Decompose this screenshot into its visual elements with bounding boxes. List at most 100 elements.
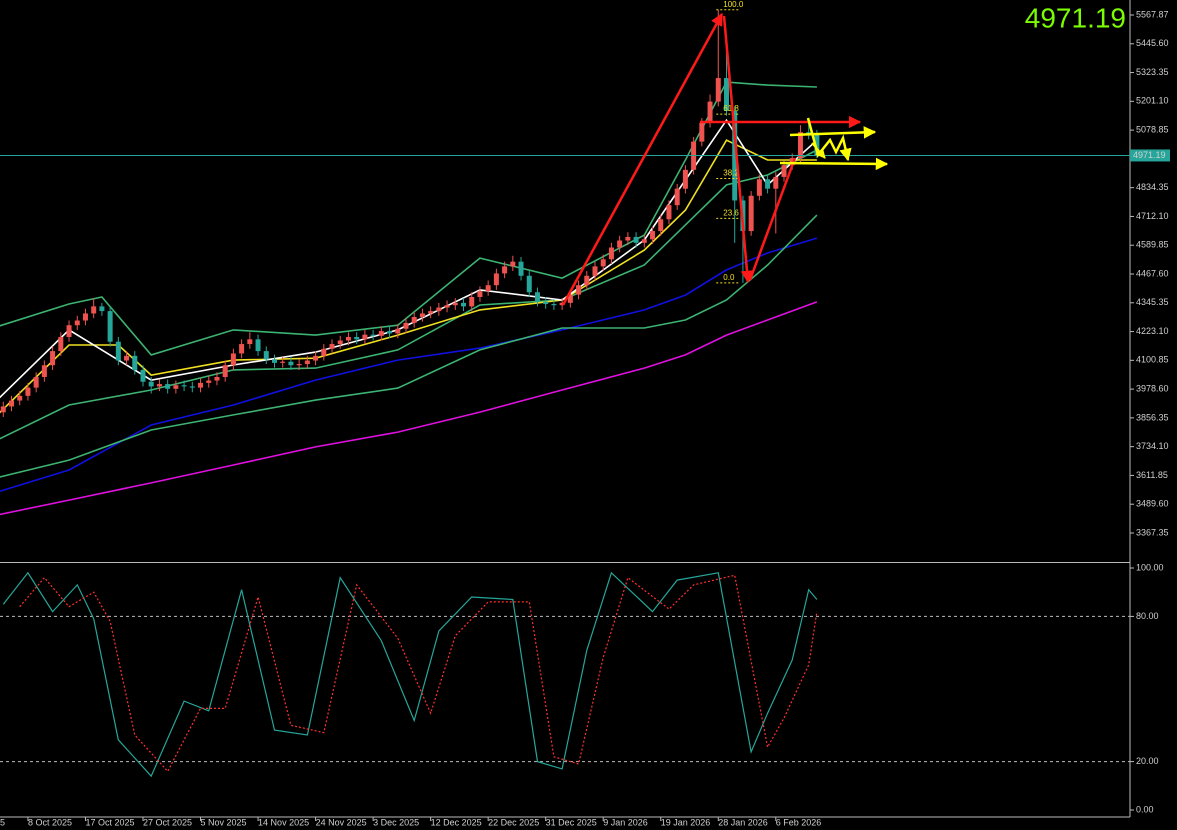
candle-body bbox=[329, 344, 335, 349]
candle-body bbox=[50, 351, 56, 366]
candle-body bbox=[222, 365, 228, 378]
candle-body bbox=[485, 285, 491, 292]
candle-body bbox=[633, 236, 639, 243]
candle-body bbox=[321, 348, 327, 356]
candle-body bbox=[452, 302, 458, 306]
y-tick-label: 4100.85 bbox=[1136, 355, 1169, 365]
candle-body bbox=[411, 316, 417, 323]
candle-body bbox=[91, 306, 97, 314]
y-tick-label: 4712.10 bbox=[1136, 211, 1169, 221]
x-tick-label: 28 Jan 2026 bbox=[718, 817, 768, 827]
candle-body bbox=[74, 320, 80, 326]
y-tick-label: 4223.10 bbox=[1136, 326, 1169, 336]
candle-body bbox=[551, 304, 557, 306]
projection-arrow bbox=[811, 142, 826, 159]
y-tick-label: 20.00 bbox=[1136, 756, 1159, 766]
candle-body bbox=[493, 273, 499, 286]
y-tick-label: 0.00 bbox=[1136, 804, 1154, 814]
stochastic-line bbox=[2, 571, 818, 778]
candle-body bbox=[699, 122, 705, 142]
candle-body bbox=[403, 322, 409, 329]
candle-body bbox=[715, 78, 721, 102]
trend-arrow bbox=[561, 12, 724, 306]
candle-body bbox=[419, 313, 425, 317]
indicator-line bbox=[0, 301, 818, 516]
x-tick-label: 19 Jan 2026 bbox=[661, 817, 711, 827]
candle-body bbox=[666, 205, 672, 220]
candle-body bbox=[789, 158, 795, 166]
x-tick-label: 9 Jan 2026 bbox=[603, 817, 648, 827]
candle-body bbox=[230, 353, 236, 366]
x-tick-label: 8 Oct 2025 bbox=[28, 817, 72, 827]
candle-body bbox=[526, 275, 532, 293]
candle-body bbox=[543, 301, 549, 305]
y-tick-label: 4345.35 bbox=[1136, 297, 1169, 307]
y-tick-label: 3978.60 bbox=[1136, 383, 1169, 393]
candle-body bbox=[271, 359, 277, 363]
candle-body bbox=[625, 236, 631, 241]
candle-body bbox=[156, 384, 162, 387]
candle-body bbox=[304, 360, 310, 365]
x-tick-label: 14 Nov 2025 bbox=[258, 817, 309, 827]
candle-body bbox=[608, 247, 614, 260]
indicator-line bbox=[0, 139, 817, 414]
candle-body bbox=[444, 305, 450, 308]
y-tick-label: 4834.35 bbox=[1136, 182, 1169, 192]
candle-body bbox=[370, 334, 376, 336]
candle-body bbox=[748, 195, 754, 232]
y-tick-label: 5445.60 bbox=[1136, 38, 1169, 48]
candle-body bbox=[756, 179, 762, 196]
candle-body bbox=[115, 341, 121, 361]
price-tag bbox=[1130, 149, 1170, 162]
y-tick-label: 3367.35 bbox=[1136, 527, 1169, 537]
projection-arrow bbox=[789, 126, 877, 139]
candle-body bbox=[765, 179, 771, 189]
x-tick-label: 27 Oct 2025 bbox=[143, 817, 192, 827]
candle-body bbox=[99, 306, 105, 312]
y-tick-label: 4467.60 bbox=[1136, 268, 1169, 278]
y-tick-label: 4589.85 bbox=[1136, 240, 1169, 250]
candle-body bbox=[0, 406, 6, 413]
candle-body bbox=[148, 381, 154, 387]
candle-body bbox=[58, 336, 64, 352]
stochastic-line bbox=[19, 574, 818, 773]
candle-body bbox=[814, 134, 820, 156]
x-tick-label: 5 Nov 2025 bbox=[201, 817, 247, 827]
x-tick-label: 17 Oct 2025 bbox=[85, 817, 134, 827]
y-tick-label: 100.00 bbox=[1136, 562, 1164, 572]
y-tick-label: 3734.10 bbox=[1136, 441, 1169, 451]
candle-body bbox=[781, 165, 787, 177]
y-tick-label: 3489.60 bbox=[1136, 499, 1169, 509]
candle-body bbox=[682, 169, 688, 189]
trend-arrow bbox=[722, 15, 754, 284]
candle-body bbox=[173, 385, 179, 389]
x-tick-label: 24 Nov 2025 bbox=[316, 817, 367, 827]
candle-body bbox=[510, 261, 516, 267]
x-tick-label: 6 Feb 2026 bbox=[776, 817, 822, 827]
fib-label: 23.6 bbox=[723, 209, 739, 218]
trend-line bbox=[748, 157, 797, 281]
x-tick-label: 31 Dec 2025 bbox=[546, 817, 597, 827]
y-tick-label: 3611.85 bbox=[1136, 470, 1168, 480]
x-tick-label: 29 Sep 2025 bbox=[0, 817, 5, 827]
candle-body bbox=[707, 101, 713, 123]
candle-body bbox=[617, 240, 623, 248]
fib-label: 0.0 bbox=[723, 273, 735, 282]
candle-body bbox=[650, 231, 656, 240]
candle-body bbox=[600, 259, 606, 267]
y-tick-label: 5323.35 bbox=[1136, 67, 1169, 77]
y-tick-label: 80.00 bbox=[1136, 611, 1159, 621]
fib-label: 100.0 bbox=[723, 0, 744, 9]
candle-body bbox=[198, 382, 204, 388]
candle-body bbox=[576, 285, 582, 295]
candle-body bbox=[247, 339, 253, 345]
candle-body bbox=[337, 340, 343, 345]
candle-body bbox=[17, 395, 23, 401]
candle-body bbox=[658, 219, 664, 232]
candle-body bbox=[674, 188, 680, 206]
candle-body bbox=[518, 261, 524, 276]
candle-body bbox=[773, 176, 779, 189]
candle-body bbox=[288, 361, 294, 366]
